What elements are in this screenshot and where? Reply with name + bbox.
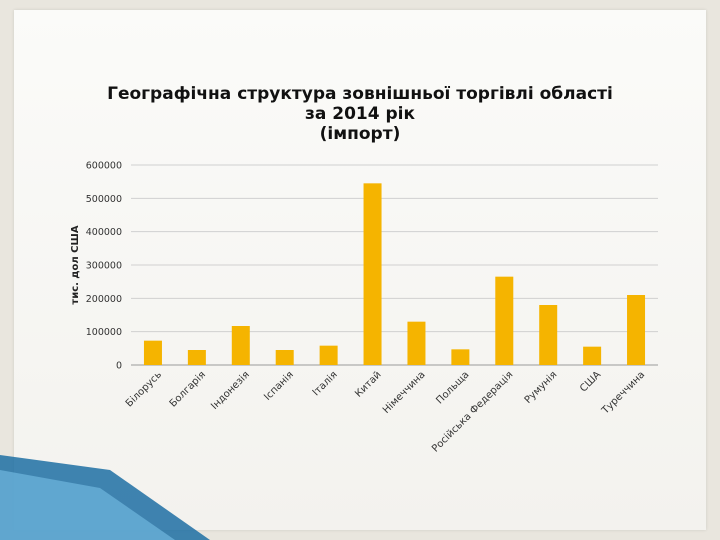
chart-title-line-2: за 2014 рік xyxy=(304,104,416,124)
bar xyxy=(363,183,382,365)
x-tick-label: Болгарія xyxy=(167,369,208,410)
x-tick-label: Білорусь xyxy=(123,369,164,410)
x-tick-label: Румунія xyxy=(522,369,559,406)
bar xyxy=(451,349,470,365)
bar xyxy=(583,346,602,365)
x-tick-label: Туреччина xyxy=(599,369,647,417)
x-tick-label: Китай xyxy=(353,369,383,399)
y-tick-label: 500000 xyxy=(86,194,122,205)
bar xyxy=(407,321,426,365)
bar xyxy=(319,345,338,365)
x-tick-label: Індонезія xyxy=(209,369,252,412)
y-axis-label: тис. дол США xyxy=(70,225,81,304)
x-tick-label: Німеччина xyxy=(380,369,427,416)
x-tick-label: Польща xyxy=(434,369,471,406)
x-tick-label: Іспанія xyxy=(262,369,296,403)
y-tick-label: 300000 xyxy=(86,261,122,272)
bar xyxy=(231,326,250,365)
x-tick-label: Російська Федерація xyxy=(429,369,515,455)
slide-card xyxy=(14,10,706,530)
y-tick-label: 100000 xyxy=(86,327,122,338)
y-tick-label: 400000 xyxy=(86,227,122,238)
chart-title: Географічна структура зовнішньої торгівл… xyxy=(100,84,620,144)
x-tick-label: США xyxy=(578,369,603,394)
chart-title-line-1: Географічна структура зовнішньої торгівл… xyxy=(107,84,613,104)
corner-accent-light xyxy=(0,470,175,540)
bar xyxy=(275,350,294,365)
y-tick-label: 600000 xyxy=(86,161,122,172)
bar xyxy=(539,305,558,365)
y-tick-label: 200000 xyxy=(86,294,122,305)
x-tick-label: Італія xyxy=(310,369,340,399)
bar xyxy=(143,340,162,365)
y-tick-label: 0 xyxy=(116,361,122,372)
bar xyxy=(187,350,206,365)
bar xyxy=(627,295,646,365)
chart-title-line-3: (імпорт) xyxy=(319,124,401,144)
bar xyxy=(495,276,514,365)
